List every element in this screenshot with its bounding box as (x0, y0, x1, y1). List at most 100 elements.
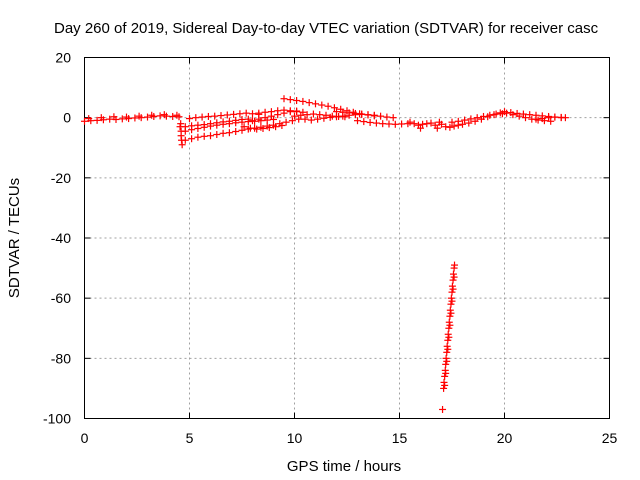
data-point (232, 116, 240, 124)
data-point (561, 114, 569, 122)
y-tick-label: -60 (51, 290, 71, 306)
data-point (293, 97, 301, 105)
data-point (372, 119, 380, 127)
data-point (181, 123, 189, 131)
data-point (492, 110, 500, 118)
data-point (286, 96, 294, 104)
data-point (278, 121, 286, 129)
data-point (85, 115, 93, 123)
data-point (379, 120, 387, 128)
data-point (194, 121, 202, 129)
data-point (249, 110, 256, 118)
data-point (442, 360, 450, 368)
data-point (339, 108, 347, 116)
data-point (246, 124, 254, 132)
data-point (547, 117, 555, 125)
data-point (360, 118, 368, 126)
data-point (318, 101, 326, 109)
data-point (110, 113, 118, 121)
data-point (445, 324, 453, 332)
data-point (389, 114, 397, 122)
data-point (444, 330, 452, 338)
data-point (410, 120, 418, 128)
data-point (451, 261, 459, 269)
data-point (377, 112, 385, 120)
data-point (217, 112, 225, 120)
y-tick-label: -40 (51, 230, 71, 246)
data-point (450, 273, 458, 281)
data-point (522, 114, 529, 122)
data-point (249, 117, 256, 125)
data-point (244, 115, 252, 123)
data-point (238, 126, 246, 134)
data-point (358, 110, 366, 118)
data-point (198, 113, 206, 121)
data-point (444, 345, 452, 353)
data-point (465, 119, 473, 127)
data-point (274, 107, 282, 115)
data-point (391, 120, 399, 128)
data-point (265, 124, 273, 132)
data-point (192, 114, 200, 122)
data-point (320, 114, 328, 122)
data-point (242, 109, 250, 117)
data-point (427, 119, 435, 127)
data-point (236, 110, 244, 118)
data-point (259, 124, 267, 132)
data-point (280, 95, 288, 103)
data-point (297, 111, 305, 119)
data-point (207, 132, 214, 140)
data-point (194, 133, 202, 141)
data-point (177, 120, 185, 128)
data-point (450, 122, 458, 130)
data-point (312, 100, 319, 108)
data-point (443, 357, 451, 365)
data-point (330, 104, 338, 112)
data-point (345, 109, 353, 117)
data-point (200, 121, 208, 129)
data-point (448, 282, 456, 290)
data-point (93, 116, 101, 124)
data-point (442, 354, 450, 362)
data-point (448, 288, 456, 296)
data-point (486, 111, 494, 119)
data-point (288, 117, 296, 125)
data-point (280, 106, 288, 114)
data-point (123, 113, 130, 121)
data-point (447, 309, 455, 317)
data-point (439, 405, 447, 413)
data-point (406, 118, 414, 126)
data-point (299, 97, 307, 105)
data-point (443, 342, 451, 350)
data-point (118, 115, 126, 123)
data-point (440, 378, 448, 386)
data-point (423, 120, 431, 128)
data-point (445, 318, 453, 326)
data-point (178, 141, 186, 149)
data-point (551, 113, 559, 121)
data-point (253, 125, 261, 133)
y-tick-label: 0 (63, 110, 71, 126)
data-point (446, 123, 454, 131)
data-point (200, 132, 208, 140)
data-point (385, 120, 393, 128)
data-point (255, 115, 263, 123)
x-tick-label: 10 (287, 430, 303, 446)
data-point (135, 112, 143, 120)
data-point (225, 129, 233, 137)
data-point (144, 113, 151, 121)
data-point (449, 276, 457, 284)
data-point (417, 124, 424, 132)
data-point (398, 120, 406, 128)
data-point (545, 114, 553, 122)
data-point (267, 108, 275, 116)
data-point (255, 109, 263, 117)
data-point (445, 333, 453, 341)
data-point (461, 116, 469, 124)
data-point (447, 294, 455, 302)
data-point (173, 111, 181, 119)
y-tick-label: -80 (51, 350, 71, 366)
data-point (156, 112, 164, 120)
data-point (240, 123, 248, 131)
